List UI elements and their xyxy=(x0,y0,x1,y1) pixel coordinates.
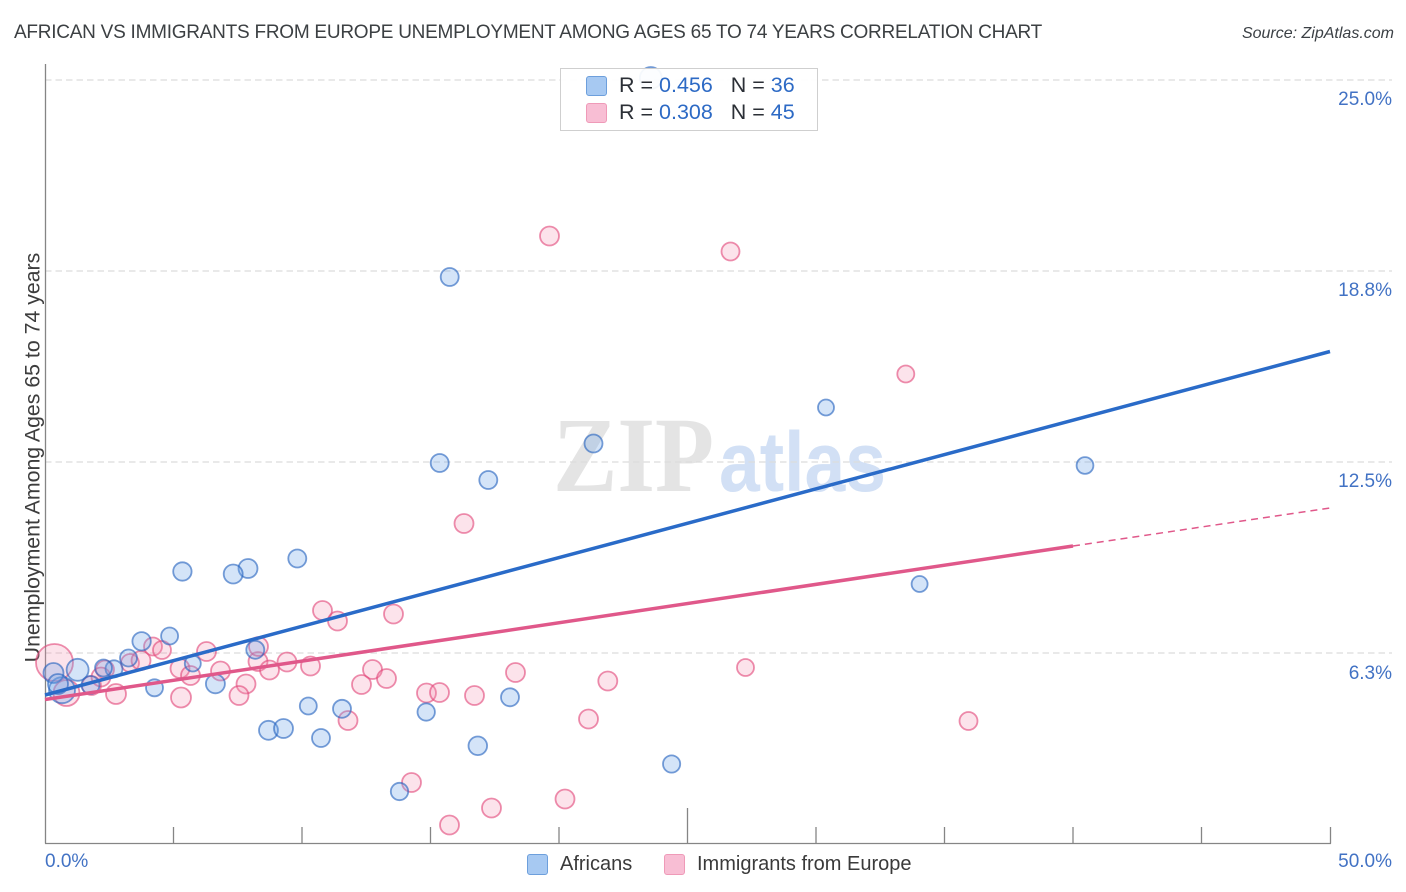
svg-text:ZIP: ZIP xyxy=(553,397,714,515)
